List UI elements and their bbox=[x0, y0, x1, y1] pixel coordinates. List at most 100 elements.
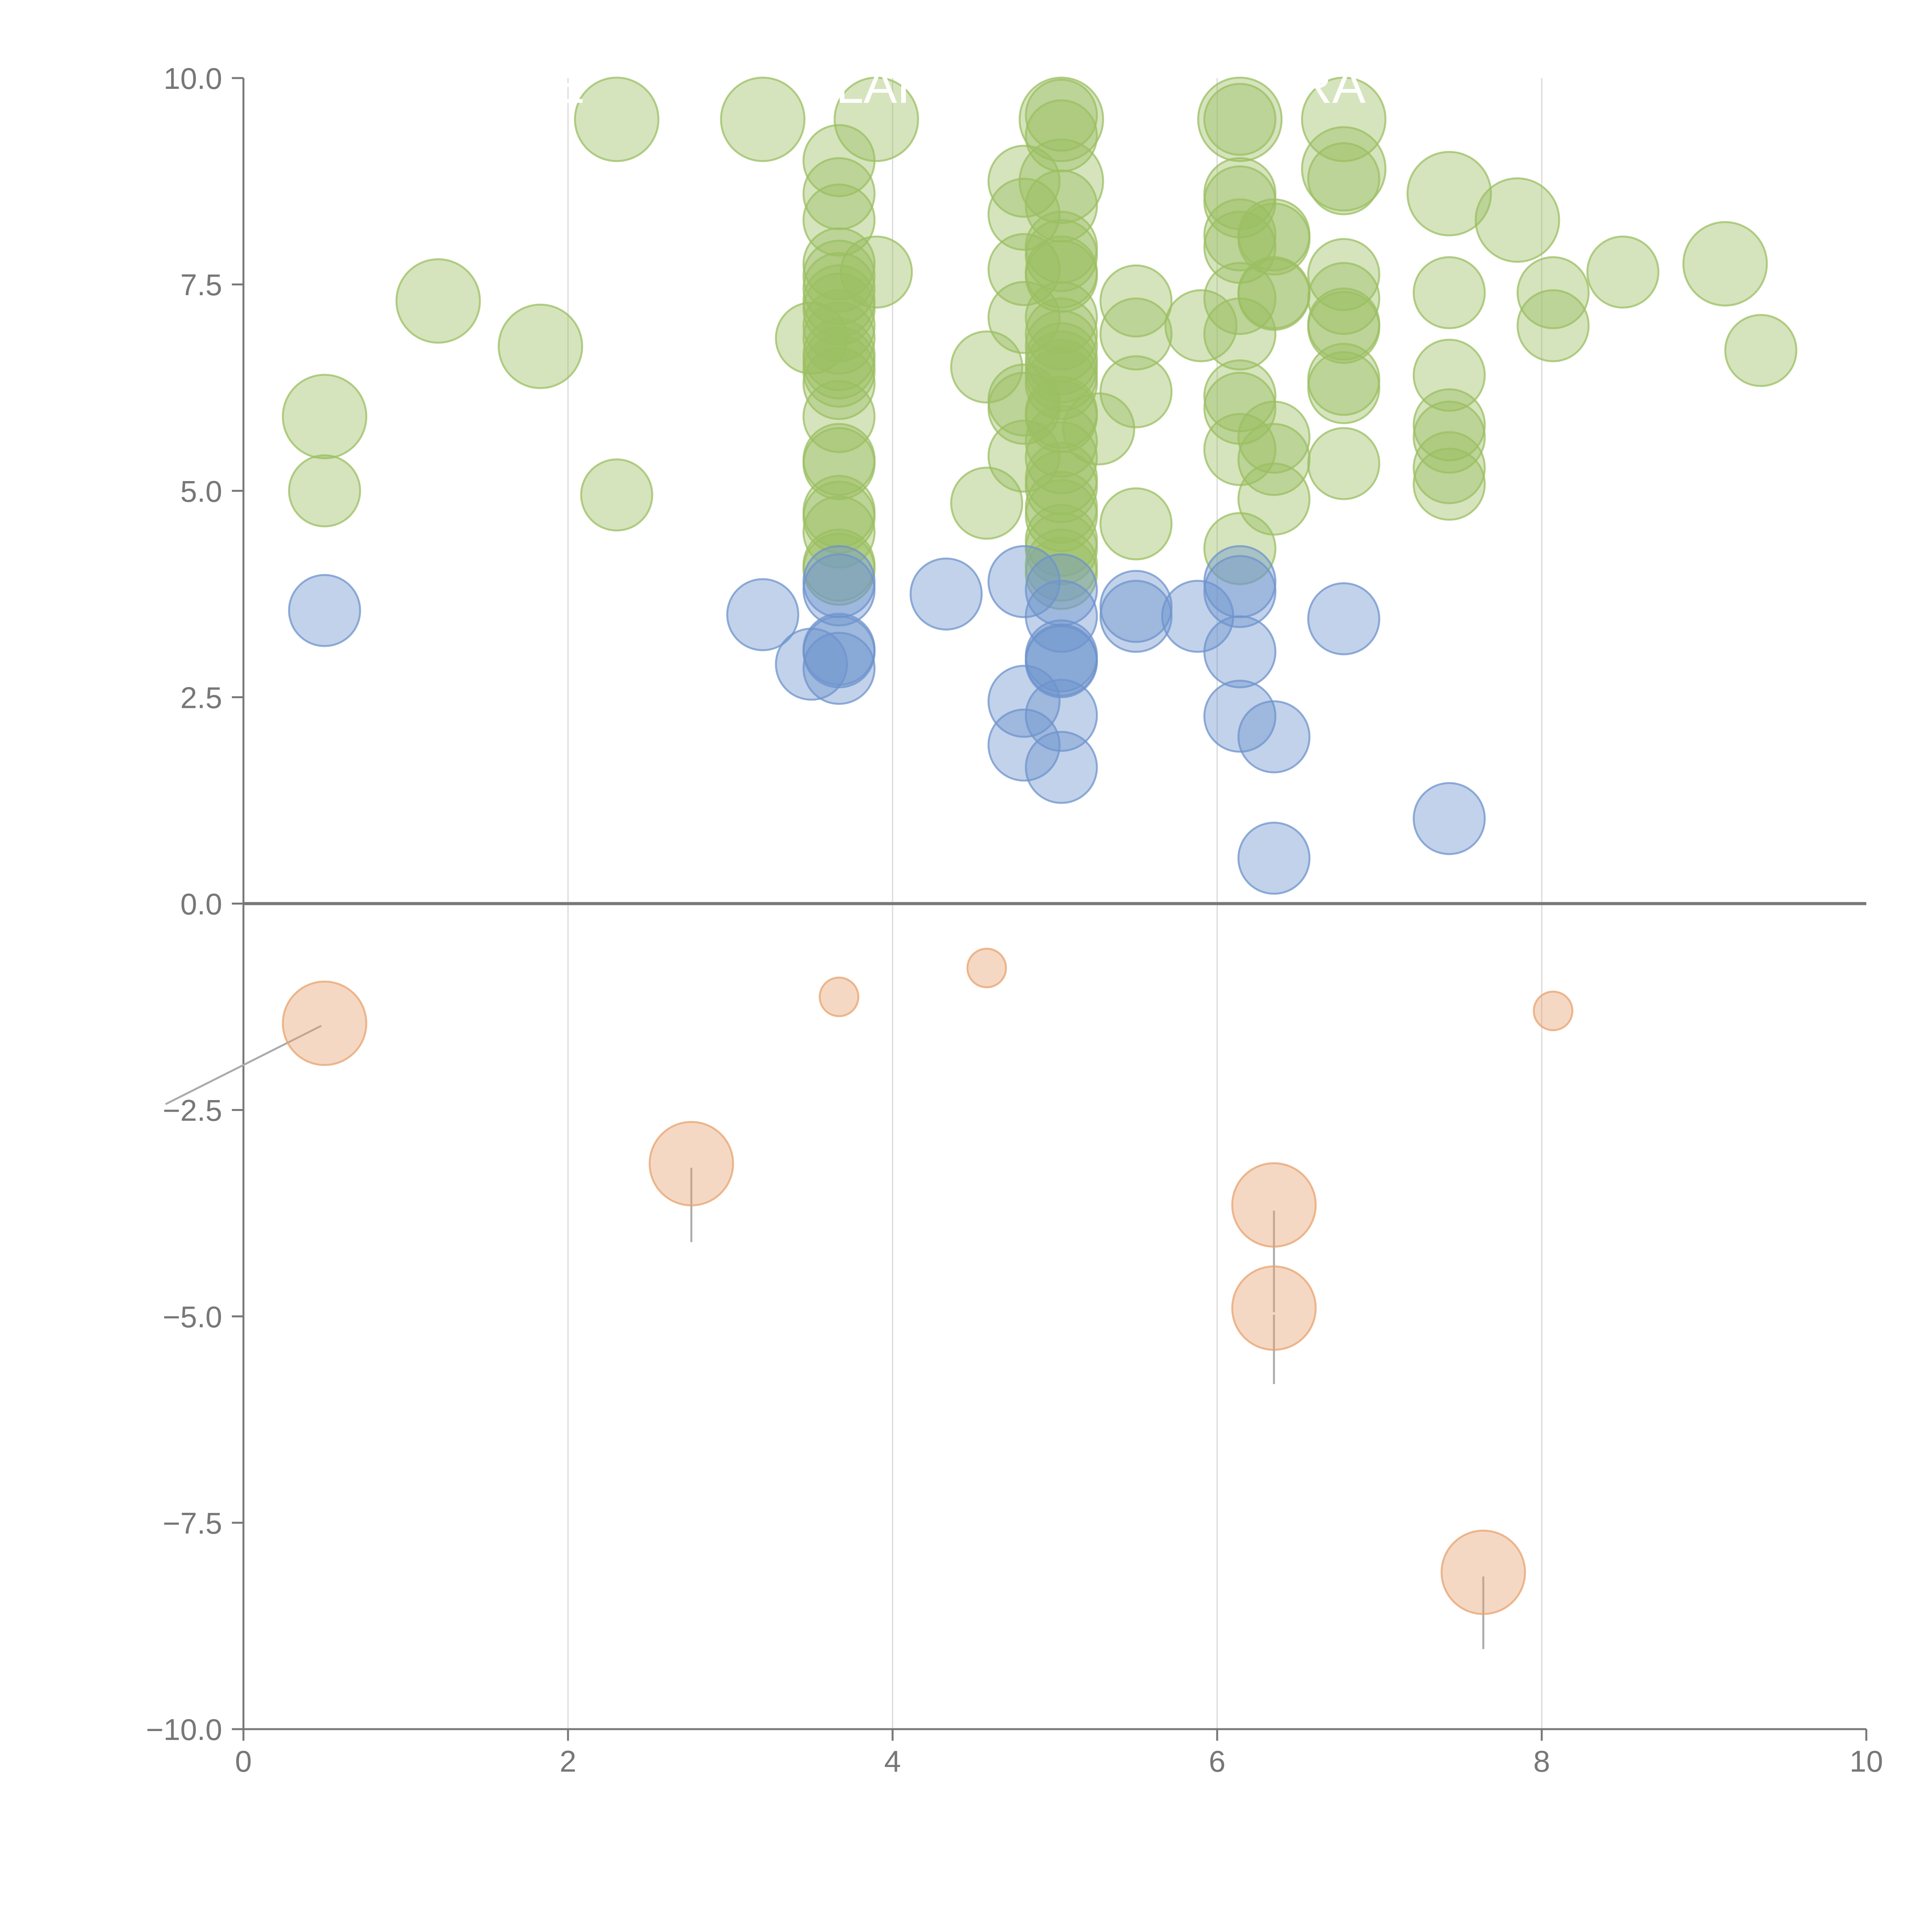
y-tick-label: −2.5 bbox=[163, 1094, 222, 1128]
green-bubble bbox=[802, 347, 876, 420]
green-bubble bbox=[1301, 77, 1387, 162]
annotation-label: LAR bbox=[836, 57, 934, 114]
green-bubble bbox=[574, 77, 660, 162]
green-bubble bbox=[802, 272, 876, 346]
x-tick-label: 0 bbox=[235, 1744, 252, 1778]
green-bubble bbox=[833, 77, 919, 162]
green-bubble bbox=[1413, 400, 1486, 474]
blue-bubble bbox=[1099, 580, 1173, 653]
green-bubble bbox=[1203, 297, 1277, 371]
blue-bubble bbox=[1025, 625, 1098, 699]
green-bubble bbox=[1413, 256, 1486, 329]
green-bubble bbox=[1025, 537, 1098, 610]
blue-bubble bbox=[1237, 700, 1311, 774]
y-tick-label: 10.0 bbox=[163, 61, 222, 95]
green-bubble bbox=[1099, 297, 1173, 371]
green-bubble bbox=[1237, 258, 1311, 331]
leader-lines bbox=[165, 1025, 1485, 1649]
green-bubble bbox=[1099, 355, 1173, 429]
green-bubble bbox=[840, 235, 913, 309]
green-bubble bbox=[1301, 126, 1387, 212]
green-bubble bbox=[1099, 264, 1173, 338]
green-bubble bbox=[1025, 512, 1098, 585]
green-bubble bbox=[1307, 351, 1381, 424]
green-bubble bbox=[1307, 262, 1381, 335]
orange-bubble bbox=[1532, 990, 1573, 1031]
y-tick-label: 5.0 bbox=[180, 474, 222, 508]
green-bubble bbox=[802, 380, 876, 453]
x-tick-label: 6 bbox=[1209, 1744, 1225, 1778]
green-bubble bbox=[1237, 202, 1311, 276]
data-points bbox=[282, 77, 1798, 1615]
green-bubble bbox=[1413, 447, 1486, 521]
green-bubble bbox=[1197, 77, 1283, 162]
green-bubble bbox=[1237, 463, 1311, 536]
blue-bubble bbox=[1203, 680, 1277, 753]
green-bubble bbox=[802, 301, 876, 375]
blue-bubble bbox=[1025, 580, 1098, 653]
green-bubble bbox=[1025, 219, 1098, 292]
green-bubble bbox=[987, 178, 1061, 251]
orange-bubble bbox=[1231, 1265, 1317, 1351]
blue-bubble bbox=[910, 557, 983, 631]
axes: 0 2 4 6 8 10 −10.0 −7.5 −5.0 −2.5 0.0 2.5 5.0 7.5 10.0 bbox=[146, 61, 1883, 1778]
x-tick-label: 8 bbox=[1533, 1744, 1550, 1778]
blue-bubble bbox=[987, 708, 1061, 782]
y-tick-label: 2.5 bbox=[180, 680, 222, 714]
green-bubble bbox=[1025, 347, 1098, 420]
green-bubble bbox=[1724, 314, 1798, 387]
green-bubble bbox=[395, 258, 481, 344]
green-bubble bbox=[580, 458, 653, 532]
green-bubble bbox=[802, 124, 876, 197]
green-bubble bbox=[282, 374, 367, 459]
blue-bubble bbox=[987, 665, 1061, 738]
green-bubble bbox=[987, 145, 1061, 218]
blue-bubble bbox=[1025, 679, 1098, 752]
blue-bubble bbox=[802, 632, 876, 705]
orange-bubble bbox=[1440, 1529, 1526, 1615]
green-bubble bbox=[1516, 256, 1590, 329]
y-tick-label: 7.5 bbox=[180, 268, 222, 302]
orange-bubble bbox=[282, 980, 367, 1066]
y-tick-label: −5.0 bbox=[163, 1300, 222, 1334]
y-tick-label: −7.5 bbox=[163, 1506, 222, 1540]
y-tick-label: 0.0 bbox=[180, 887, 222, 921]
leader-line bbox=[165, 1025, 322, 1105]
green-bubble bbox=[1406, 151, 1492, 236]
green-bubble bbox=[1237, 400, 1311, 474]
green-bubble bbox=[950, 330, 1024, 404]
green-bubble bbox=[1203, 83, 1277, 156]
orange-bubble bbox=[966, 947, 1007, 988]
green-bubble bbox=[1019, 138, 1104, 224]
annotation-label: RA bbox=[1296, 57, 1366, 114]
blue-bubble bbox=[802, 615, 876, 689]
annotation-label: E bbox=[551, 57, 585, 114]
green-bubble bbox=[1586, 235, 1660, 309]
green-bubble bbox=[1025, 78, 1098, 152]
orange-bubble bbox=[818, 976, 859, 1017]
green-bubble bbox=[1025, 450, 1098, 524]
green-bubble bbox=[1307, 142, 1381, 216]
blue-bubble bbox=[1203, 555, 1277, 628]
blue-bubble bbox=[726, 578, 799, 651]
orange-bubble bbox=[648, 1121, 734, 1206]
green-bubble bbox=[987, 281, 1061, 354]
blue-bubble bbox=[288, 574, 361, 647]
green-bubble bbox=[1203, 165, 1277, 238]
green-bubble bbox=[1475, 177, 1560, 263]
blue-bubble bbox=[802, 553, 876, 627]
y-tick-label: −10.0 bbox=[146, 1713, 222, 1747]
green-bubble bbox=[720, 77, 806, 162]
green-bubble bbox=[1307, 427, 1381, 500]
x-tick-label: 4 bbox=[884, 1744, 901, 1778]
blue-bubble bbox=[1307, 582, 1381, 655]
green-bubble bbox=[1682, 221, 1768, 307]
orange-bubble bbox=[1231, 1162, 1317, 1248]
green-bubble bbox=[1413, 431, 1486, 504]
green-bubble bbox=[288, 454, 361, 527]
blue-bubble bbox=[1025, 731, 1098, 804]
green-bubble bbox=[1237, 423, 1311, 496]
green-bubble bbox=[1516, 289, 1590, 362]
green-bubble bbox=[498, 303, 583, 389]
